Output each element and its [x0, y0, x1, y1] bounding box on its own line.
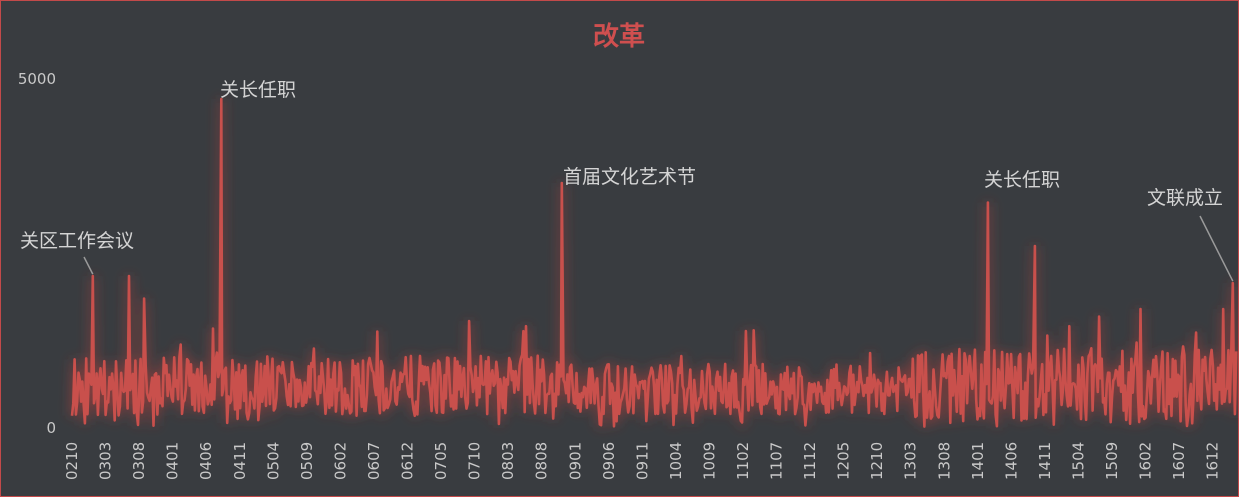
x-tick-label: 0401 [164, 442, 182, 480]
annotation: 关长任职 [220, 79, 296, 101]
annotation-leader-line [83, 256, 94, 275]
x-tick-label: 0607 [365, 442, 383, 480]
x-tick-label: 1308 [935, 442, 953, 480]
x-tick-label: 1303 [902, 442, 920, 480]
x-tick-label: 1009 [700, 442, 718, 480]
x-tick-label: 1411 [1036, 442, 1054, 480]
x-tick-label: 1004 [667, 442, 685, 480]
x-tick-label: 0906 [600, 442, 618, 480]
annotation: 关长任职 [984, 169, 1060, 191]
x-tick-label: 0504 [264, 442, 282, 480]
x-tick-label: 0612 [399, 442, 417, 480]
x-tick-label: 0303 [97, 442, 115, 480]
annotation-label: 关长任职 [984, 169, 1060, 191]
annotation-leader-line [1199, 215, 1234, 282]
series-line [70, 97, 1238, 428]
x-tick-label: 1205 [835, 442, 853, 480]
x-tick-label: 1401 [969, 442, 987, 480]
x-tick-label: 1602 [1137, 442, 1155, 480]
annotation: 文联成立 [1147, 187, 1234, 282]
x-tick-label: 1607 [1170, 442, 1188, 480]
x-tick-label: 0803 [499, 442, 517, 480]
annotation-label: 文联成立 [1147, 187, 1223, 209]
x-tick-label: 0210 [63, 442, 81, 480]
x-tick-label: 0602 [331, 442, 349, 480]
annotation-label: 首届文化艺术节 [563, 166, 696, 188]
x-tick-label: 0808 [533, 442, 551, 480]
x-tick-label: 0901 [566, 442, 584, 480]
x-tick-label: 1112 [801, 442, 819, 480]
chart-title: 改革 [593, 21, 645, 52]
x-tick-label: 0411 [231, 442, 249, 480]
x-axis-ticks: 0210 0303 0308 0401 0406 0411 0504 0509 0602 0607… [63, 442, 1222, 480]
y-tick-label: 5000 [18, 70, 56, 88]
annotation: 关区工作会议 [20, 230, 134, 275]
series-line-path [70, 97, 1238, 428]
y-tick-label: 0 [46, 419, 56, 437]
x-tick-label: 0911 [633, 442, 651, 480]
x-tick-label: 1107 [768, 442, 786, 480]
x-tick-label: 1210 [868, 442, 886, 480]
annotation: 首届文化艺术节 [563, 166, 696, 188]
x-tick-label: 1509 [1103, 442, 1121, 480]
x-tick-label: 1102 [734, 442, 752, 480]
x-tick-label: 0705 [432, 442, 450, 480]
x-tick-label: 0308 [130, 442, 148, 480]
annotation-label: 关长任职 [220, 79, 296, 101]
x-tick-label: 1504 [1070, 442, 1088, 480]
x-tick-label: 0406 [197, 442, 215, 480]
annotation-label: 关区工作会议 [20, 230, 134, 252]
x-tick-label: 1406 [1002, 442, 1020, 480]
x-tick-label: 0509 [298, 442, 316, 480]
x-tick-label: 0710 [466, 442, 484, 480]
x-tick-label: 1612 [1204, 442, 1222, 480]
